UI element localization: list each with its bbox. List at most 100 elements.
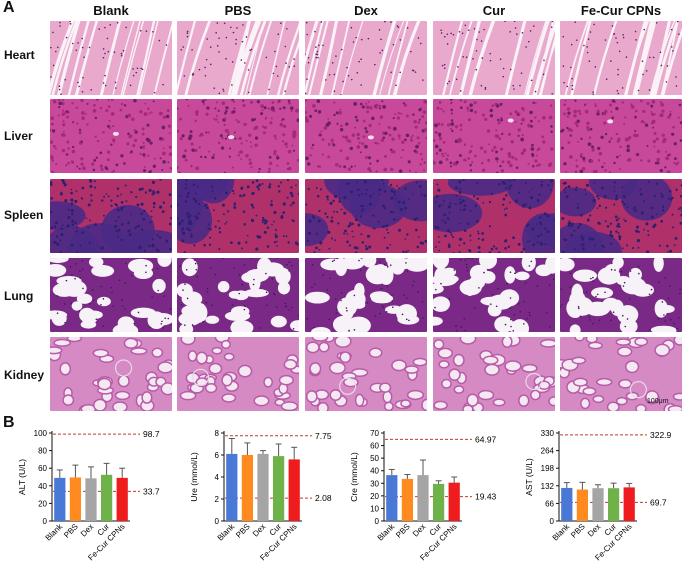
histology-image-spleen-dex xyxy=(305,179,427,253)
y-tick-label: 20 xyxy=(370,492,379,501)
histology-image-heart-pbs xyxy=(177,21,299,95)
y-axis-label: Cre (mmol/L) xyxy=(349,452,359,502)
bar xyxy=(226,453,238,521)
lower-reference-label: 2.08 xyxy=(315,493,332,503)
histology-image-kidney-fe-cur-cpns xyxy=(560,337,682,411)
column-header-dex: Dex xyxy=(354,3,378,18)
upper-reference-label: 98.7 xyxy=(143,429,160,439)
bar xyxy=(54,477,66,521)
histology-image-heart-blank xyxy=(50,21,172,95)
row-label-liver: Liver xyxy=(4,129,33,143)
bar xyxy=(272,456,285,521)
column-header-blank: Blank xyxy=(93,3,129,18)
column-header-cur: Cur xyxy=(482,3,506,18)
y-tick-label: 132 xyxy=(541,482,555,491)
y-tick-label: 2 xyxy=(215,495,220,504)
ast-bar-chart: AST (U/L) 0 66 132 198 264 330 322.9 69.7 Blank PB… xyxy=(513,424,683,581)
y-tick-label: 6 xyxy=(215,451,220,460)
row-label-kidney: Kidney xyxy=(4,368,45,382)
histology-image-lung-pbs xyxy=(177,258,299,332)
histology-image-kidney-cur xyxy=(433,337,555,411)
histology-image-lung-cur xyxy=(433,258,555,332)
histology-image-lung-blank xyxy=(50,258,172,332)
histology-image-liver-dex xyxy=(305,99,427,173)
x-tick-label: PBS xyxy=(62,522,80,540)
histology-image-spleen-cur xyxy=(433,179,555,253)
histology-image-spleen-fe-cur-cpns xyxy=(560,179,682,253)
x-tick-label: PBS xyxy=(234,522,252,540)
y-tick-label: 8 xyxy=(215,429,220,438)
bar xyxy=(386,475,398,521)
x-tick-label: PBS xyxy=(394,522,412,540)
histology-image-lung-fe-cur-cpns xyxy=(560,258,682,332)
histology-image-liver-cur xyxy=(433,99,555,173)
y-tick-label: 70 xyxy=(370,429,379,438)
y-tick-label: 100 xyxy=(34,429,48,438)
panel-b-label: B xyxy=(3,414,15,431)
bar xyxy=(401,478,414,521)
y-tick-label: 80 xyxy=(38,447,47,456)
column-header-pbs: PBS xyxy=(224,3,252,18)
y-axis-label: AST (U/L) xyxy=(524,458,534,496)
bar xyxy=(85,478,97,521)
histology-image-spleen-pbs xyxy=(177,179,299,253)
bar xyxy=(576,489,589,521)
y-tick-label: 66 xyxy=(545,499,554,508)
x-tick-label: PBS xyxy=(569,522,587,540)
bar xyxy=(288,459,300,521)
histology-image-liver-blank xyxy=(50,99,172,173)
bar xyxy=(448,482,460,521)
histology-image-lung-dex xyxy=(305,258,427,332)
y-tick-label: 30 xyxy=(370,479,379,488)
histology-image-heart-fe-cur-cpns xyxy=(560,21,682,95)
lower-reference-label: 33.7 xyxy=(143,486,160,496)
lower-reference-label: 19.43 xyxy=(475,492,497,502)
bar xyxy=(116,477,128,521)
upper-reference-label: 64.97 xyxy=(475,434,497,444)
alt-bar-chart: ALT (U/L) 0 20 40 60 80 100 98.7 33.7 Blank PBS Dex… xyxy=(10,424,170,581)
y-tick-label: 40 xyxy=(38,482,47,491)
x-tick-label: Dex xyxy=(411,522,427,538)
bar xyxy=(241,455,254,521)
y-tick-label: 0 xyxy=(43,517,48,526)
y-tick-label: 4 xyxy=(215,473,220,482)
lower-reference-label: 69.7 xyxy=(650,497,667,507)
x-tick-label: Dex xyxy=(79,522,95,538)
cre-bar-chart: Cre (mmol/L) 0 10 20 30 40 50 60 70 64.97 19.43 Bla… xyxy=(344,424,512,581)
column-header-fe-cur-cpns: Fe-Cur CPNs xyxy=(580,3,662,18)
bar xyxy=(100,474,113,521)
bar xyxy=(607,488,620,521)
y-tick-label: 60 xyxy=(370,442,379,451)
histology-image-heart-dex xyxy=(305,21,427,95)
histology-image-kidney-pbs xyxy=(177,337,299,411)
y-tick-label: 330 xyxy=(541,429,555,438)
histology-image-kidney-dex xyxy=(305,337,427,411)
panel-a-label: A xyxy=(3,0,15,16)
y-tick-label: 50 xyxy=(370,454,379,463)
upper-reference-label: 322.9 xyxy=(650,430,672,440)
ure-bar-chart: Ure (mmol/L) 0 2 4 6 8 7.75 2.08 Blank PBS Dex Cur F… xyxy=(182,424,342,581)
y-tick-label: 10 xyxy=(370,504,379,513)
y-tick-label: 198 xyxy=(541,464,555,473)
cre-chart-svg: Cre (mmol/L)01020304050607064.9719.43Bla… xyxy=(349,429,497,562)
scale-bar-label: 100μm xyxy=(647,398,669,405)
bar xyxy=(592,488,604,521)
bar xyxy=(623,487,635,521)
y-axis-label: ALT (U/L) xyxy=(17,459,27,495)
y-tick-label: 40 xyxy=(370,467,379,476)
bar xyxy=(417,475,429,521)
y-tick-label: 60 xyxy=(38,464,47,473)
y-axis-label: Ure (mmol/L) xyxy=(189,452,199,502)
row-label-spleen: Spleen xyxy=(4,208,44,222)
x-tick-label: Dex xyxy=(586,522,602,538)
x-tick-label: Dex xyxy=(251,522,267,538)
y-tick-label: 0 xyxy=(215,517,220,526)
upper-reference-label: 7.75 xyxy=(315,431,332,441)
y-tick-label: 264 xyxy=(541,447,555,456)
y-tick-label: 20 xyxy=(38,499,47,508)
row-label-lung: Lung xyxy=(4,289,34,303)
bar xyxy=(561,487,573,521)
